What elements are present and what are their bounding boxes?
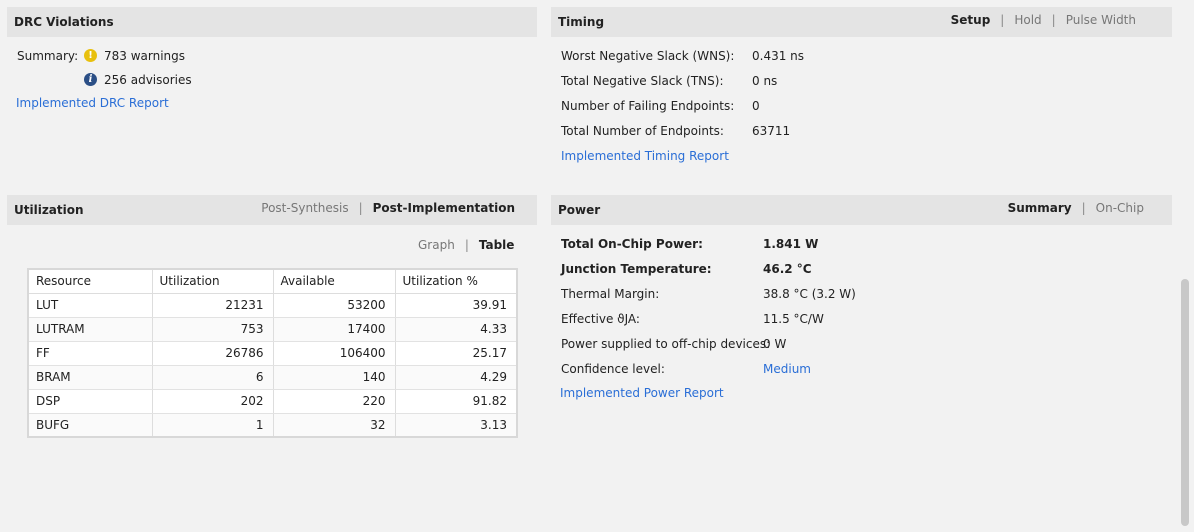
power-tabs: Summary | On-Chip bbox=[1008, 201, 1144, 215]
utilization-table: Resource Utilization Available Utilizati… bbox=[27, 268, 518, 438]
drc-warnings-count: 783 warnings bbox=[104, 49, 186, 63]
cell-available: 106400 bbox=[273, 341, 396, 366]
column-header-utilization[interactable]: Utilization bbox=[152, 269, 274, 294]
tab-post-synthesis[interactable]: Post-Synthesis bbox=[261, 201, 349, 215]
power-offchip-label: Power supplied to off-chip devices: bbox=[561, 337, 771, 351]
tab-post-implementation[interactable]: Post-Implementation bbox=[372, 201, 515, 215]
table-row[interactable]: LUT 21231 53200 39.91 bbox=[28, 293, 518, 318]
column-header-available[interactable]: Available bbox=[273, 269, 396, 294]
tab-summary[interactable]: Summary bbox=[1007, 201, 1072, 215]
cell-utilization: 6 bbox=[152, 365, 274, 390]
table-row[interactable]: BUFG 1 32 3.13 bbox=[28, 413, 518, 438]
cell-utilization-pct: 4.33 bbox=[395, 317, 518, 342]
power-confidence-label: Confidence level: bbox=[561, 362, 665, 376]
timing-failing-label: Number of Failing Endpoints: bbox=[561, 99, 735, 113]
column-header-resource[interactable]: Resource bbox=[28, 269, 153, 294]
tab-graph[interactable]: Graph bbox=[418, 238, 455, 252]
cell-utilization: 21231 bbox=[152, 293, 274, 318]
power-thermal-margin-value: 38.8 °C (3.2 W) bbox=[763, 287, 856, 301]
cell-utilization-pct: 25.17 bbox=[395, 341, 518, 366]
power-junction-label: Junction Temperature: bbox=[561, 262, 712, 276]
tab-pulse-width[interactable]: Pulse Width bbox=[1065, 13, 1136, 27]
cell-resource: BRAM bbox=[28, 365, 153, 390]
timing-wns-label: Worst Negative Slack (WNS): bbox=[561, 49, 735, 63]
timing-wns-value: 0.431 ns bbox=[752, 49, 805, 63]
drc-advisories-count: 256 advisories bbox=[104, 73, 192, 87]
info-icon: i bbox=[84, 73, 97, 86]
power-offchip-value: 0 W bbox=[763, 337, 787, 351]
timing-panel-title: Timing bbox=[558, 15, 605, 29]
drc-panel-title: DRC Violations bbox=[14, 15, 114, 29]
utilization-panel-title: Utilization bbox=[14, 203, 84, 217]
power-total-label: Total On-Chip Power: bbox=[561, 237, 703, 251]
tab-separator: | bbox=[464, 238, 469, 252]
tab-hold[interactable]: Hold bbox=[1014, 13, 1042, 27]
cell-resource: FF bbox=[28, 341, 153, 366]
utilization-view-tabs: Graph | Table bbox=[418, 238, 514, 252]
cell-resource: LUT bbox=[28, 293, 153, 318]
drc-summary-label: Summary: bbox=[17, 49, 79, 63]
cell-available: 32 bbox=[273, 413, 396, 438]
cell-utilization: 1 bbox=[152, 413, 274, 438]
cell-utilization: 26786 bbox=[152, 341, 274, 366]
power-effective-theta-value: 11.5 °C/W bbox=[763, 312, 824, 326]
power-panel-title: Power bbox=[558, 203, 601, 217]
timing-tabs: Setup | Hold | Pulse Width bbox=[951, 13, 1136, 27]
power-thermal-margin-label: Thermal Margin: bbox=[561, 287, 660, 301]
tab-on-chip[interactable]: On-Chip bbox=[1095, 201, 1144, 215]
power-total-value: 1.841 W bbox=[763, 237, 819, 251]
cell-available: 220 bbox=[273, 389, 396, 414]
timing-panel-header: Timing Setup | Hold | Pulse Width bbox=[551, 7, 1172, 37]
power-junction-value: 46.2 °C bbox=[763, 262, 812, 276]
cell-resource: DSP bbox=[28, 389, 153, 414]
table-row[interactable]: LUTRAM 753 17400 4.33 bbox=[28, 317, 518, 342]
cell-available: 17400 bbox=[273, 317, 396, 342]
cell-utilization: 753 bbox=[152, 317, 274, 342]
table-row[interactable]: FF 26786 106400 25.17 bbox=[28, 341, 518, 366]
vertical-scrollbar[interactable] bbox=[1181, 279, 1189, 526]
drc-report-link[interactable]: Implemented DRC Report bbox=[16, 96, 169, 110]
timing-report-link[interactable]: Implemented Timing Report bbox=[561, 149, 729, 163]
table-header-row: Resource Utilization Available Utilizati… bbox=[28, 269, 518, 294]
cell-utilization: 202 bbox=[152, 389, 274, 414]
utilization-tabs: Post-Synthesis | Post-Implementation bbox=[261, 201, 515, 215]
tab-separator: | bbox=[1081, 201, 1086, 215]
utilization-panel-header: Utilization Post-Synthesis | Post-Implem… bbox=[7, 195, 537, 225]
timing-endpoints-value: 63711 bbox=[752, 124, 791, 138]
cell-utilization-pct: 3.13 bbox=[395, 413, 518, 438]
tab-separator: | bbox=[1051, 13, 1056, 27]
timing-endpoints-label: Total Number of Endpoints: bbox=[561, 124, 724, 138]
cell-utilization-pct: 91.82 bbox=[395, 389, 518, 414]
power-panel-header: Power Summary | On-Chip bbox=[551, 195, 1172, 225]
power-confidence-link[interactable]: Medium bbox=[763, 362, 811, 376]
warning-icon: ! bbox=[84, 49, 97, 62]
table-row[interactable]: BRAM 6 140 4.29 bbox=[28, 365, 518, 390]
tab-table[interactable]: Table bbox=[478, 238, 515, 252]
power-effective-theta-label: Effective ϑJA: bbox=[561, 312, 640, 326]
cell-available: 53200 bbox=[273, 293, 396, 318]
cell-resource: LUTRAM bbox=[28, 317, 153, 342]
column-header-utilization-pct[interactable]: Utilization % bbox=[395, 269, 518, 294]
table-row[interactable]: DSP 202 220 91.82 bbox=[28, 389, 518, 414]
timing-failing-value: 0 bbox=[752, 99, 760, 113]
drc-panel-header: DRC Violations bbox=[7, 7, 537, 37]
cell-resource: BUFG bbox=[28, 413, 153, 438]
cell-utilization-pct: 39.91 bbox=[395, 293, 518, 318]
tab-separator: | bbox=[1000, 13, 1005, 27]
power-report-link[interactable]: Implemented Power Report bbox=[560, 386, 724, 400]
timing-tns-label: Total Negative Slack (TNS): bbox=[561, 74, 724, 88]
tab-separator: | bbox=[358, 201, 363, 215]
cell-available: 140 bbox=[273, 365, 396, 390]
tab-setup[interactable]: Setup bbox=[950, 13, 991, 27]
cell-utilization-pct: 4.29 bbox=[395, 365, 518, 390]
timing-tns-value: 0 ns bbox=[752, 74, 778, 88]
